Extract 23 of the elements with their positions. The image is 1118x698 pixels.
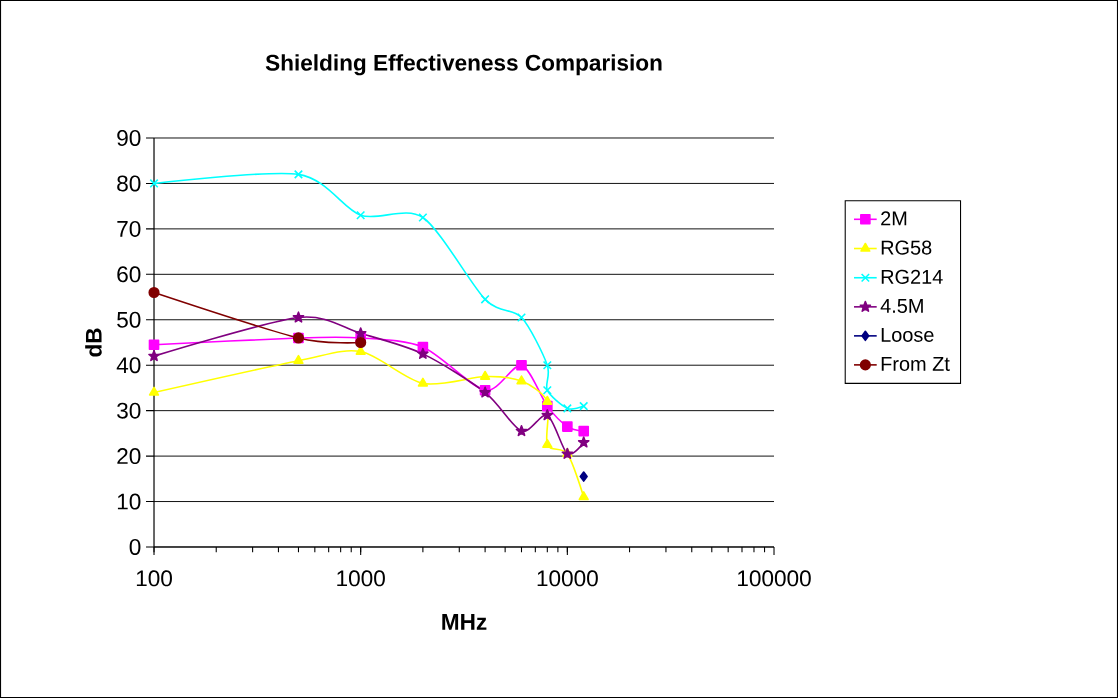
y-tick-label: 40 <box>116 357 141 374</box>
y-tick-label: 50 <box>117 311 141 328</box>
x-tick-label: 1000 <box>337 570 385 587</box>
legend-label: RG58 <box>881 240 932 255</box>
x-tick-label: 100000 <box>738 570 811 587</box>
y-tick-label: 30 <box>117 402 141 419</box>
y-tick-label: 90 <box>117 129 141 146</box>
y-tick-label: 10 <box>117 493 141 510</box>
y-axis-title: dB <box>85 328 102 357</box>
x-tick-label: 100 <box>136 570 172 587</box>
y-tick-label: 70 <box>117 220 141 237</box>
legend-label: 4.5M <box>880 299 923 313</box>
legend-label: From Zt <box>881 357 950 371</box>
legend-label: RG214 <box>881 269 943 284</box>
legend-label: Loose <box>881 328 934 342</box>
x-tick-label: 10000 <box>537 570 598 587</box>
y-tick-label: 80 <box>117 175 141 192</box>
chart-title: Shielding Effectiveness Comparision <box>265 54 662 76</box>
y-tick-label: 60 <box>117 266 141 283</box>
y-tick-label: 0 <box>129 538 141 555</box>
x-axis-title: MHz <box>442 614 487 630</box>
y-tick-label: 20 <box>117 448 141 465</box>
legend-label: 2M <box>881 211 907 226</box>
